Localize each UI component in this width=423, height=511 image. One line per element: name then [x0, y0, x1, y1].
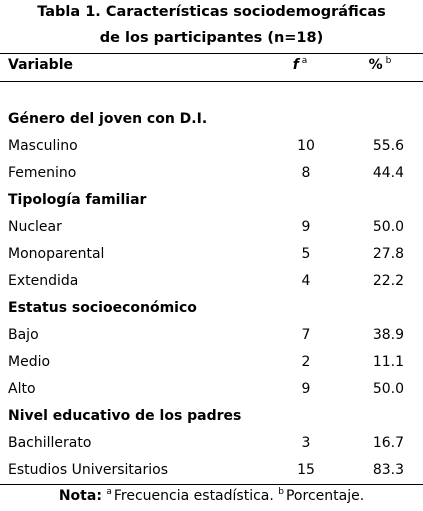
note-label: Nota:	[58, 488, 102, 504]
table-row: Bachillerato 3 16.7	[0, 432, 423, 454]
row-percent: 22.2	[372, 273, 404, 289]
row-percent: 38.9	[372, 327, 404, 343]
section-row: Tipología familiar	[0, 189, 423, 211]
row-percent: 11.1	[372, 354, 404, 370]
row-percent: 55.6	[372, 138, 404, 154]
section-title: Tipología familiar	[8, 192, 147, 208]
row-frequency: 15	[297, 462, 315, 478]
row-percent: 50.0	[372, 381, 404, 397]
row-frequency: 3	[301, 435, 311, 451]
top-rule	[0, 53, 423, 54]
table-row: Masculino 10 55.6	[0, 135, 423, 157]
table-row: Alto 9 50.0	[0, 378, 423, 400]
header-percent: % b	[368, 56, 392, 73]
bottom-rule	[0, 484, 423, 485]
row-percent: 44.4	[372, 165, 404, 181]
row-frequency: 5	[301, 246, 311, 262]
section-title: Nivel educativo de los padres	[8, 408, 242, 424]
row-label: Nuclear	[8, 219, 62, 235]
row-frequency: 10	[297, 138, 315, 154]
row-frequency: 7	[301, 327, 311, 343]
header-frequency-mark: a	[301, 56, 308, 67]
table-row: Bajo 7 38.9	[0, 324, 423, 346]
row-percent: 50.0	[372, 219, 404, 235]
table-row: Estudios Universitarios 15 83.3	[0, 459, 423, 481]
table-row: Medio 2 11.1	[0, 351, 423, 373]
note-mark-a: a	[106, 487, 112, 498]
row-percent: 27.8	[372, 246, 404, 262]
row-label: Masculino	[8, 138, 78, 154]
note-text-b: Porcentaje.	[285, 488, 365, 504]
caption-line-2: de los participantes (n=18)	[99, 30, 324, 46]
section-title: Estatus socioeconómico	[8, 300, 197, 316]
table-row: Nuclear 9 50.0	[0, 216, 423, 238]
row-label: Estudios Universitarios	[8, 462, 169, 478]
row-frequency: 2	[301, 354, 311, 370]
row-frequency: 4	[301, 273, 311, 289]
row-label: Bajo	[8, 327, 39, 343]
row-label: Extendida	[8, 273, 79, 289]
section-row: Estatus socioeconómico	[0, 297, 423, 319]
row-percent: 83.3	[372, 462, 404, 478]
note-text-a: Frecuencia estadística.	[113, 488, 274, 504]
table-row: Monoparental 5 27.8	[0, 243, 423, 265]
row-frequency: 8	[301, 165, 311, 181]
section-title: Género del joven con D.I.	[8, 111, 208, 127]
row-frequency: 9	[301, 381, 311, 397]
header-percent-mark: b	[385, 56, 392, 67]
section-row: Género del joven con D.I.	[0, 108, 423, 130]
table-note: Nota: a Frecuencia estadística. b Porcenta…	[0, 485, 423, 507]
row-label: Femenino	[8, 165, 77, 181]
section-row: Nivel educativo de los padres	[0, 405, 423, 427]
header-rule	[0, 81, 423, 82]
note-mark-b: b	[278, 487, 284, 498]
row-label: Alto	[8, 381, 36, 397]
row-frequency: 9	[301, 219, 311, 235]
table-row: Extendida 4 22.2	[0, 270, 423, 292]
row-label: Medio	[8, 354, 51, 370]
caption-line-1: Tabla 1. Características sociodemográfic…	[37, 4, 386, 20]
table-row: Femenino 8 44.4	[0, 162, 423, 184]
row-label: Bachillerato	[8, 435, 92, 451]
row-label: Monoparental	[8, 246, 105, 262]
row-percent: 16.7	[372, 435, 404, 451]
header-variable: Variable	[8, 57, 73, 73]
